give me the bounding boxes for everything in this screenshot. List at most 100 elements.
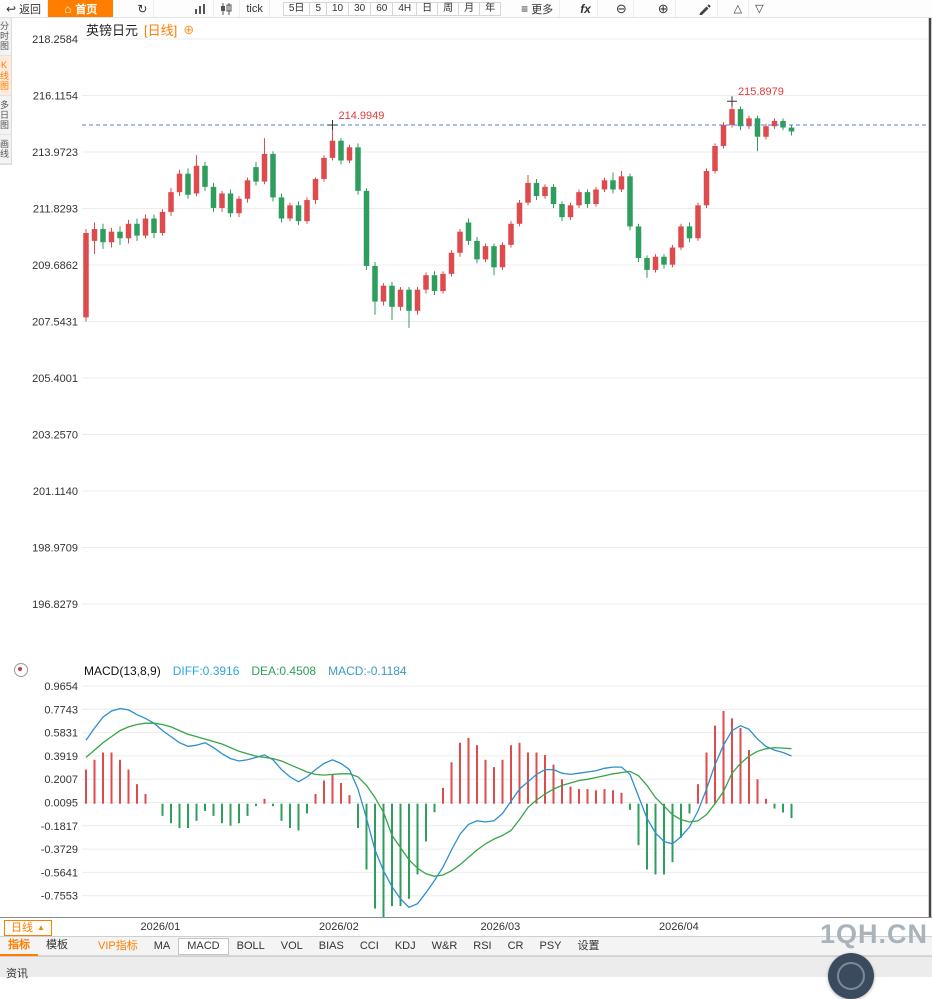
candle-body — [559, 204, 565, 218]
left-vtab-2[interactable]: 多日图 — [0, 96, 11, 135]
candle-body — [669, 247, 676, 265]
y-axis-label: 198.9709 — [32, 543, 78, 555]
indicator-tab-8[interactable]: W&R — [431, 939, 458, 952]
left-vtab-1[interactable]: K线图 — [0, 56, 11, 96]
candle-body — [525, 182, 531, 203]
candle-body — [550, 186, 557, 205]
period-button-3[interactable]: 30 — [348, 1, 372, 16]
indicator-tab-0[interactable]: VIP指标 — [98, 939, 138, 952]
back-button[interactable]: ↩ 返回 — [0, 0, 49, 17]
refresh-button[interactable]: ↻ — [131, 0, 155, 17]
candle-body — [576, 192, 582, 206]
left-vtab-0[interactable]: 分时图 — [0, 17, 11, 56]
macd-macd-value: MACD:-0.1184 — [328, 664, 407, 678]
candle-body — [363, 190, 370, 266]
candle-body — [185, 173, 191, 195]
candle-body — [516, 202, 523, 224]
left-vtab-3[interactable]: 画线 — [0, 135, 11, 164]
chart-canvas[interactable]: 218.2584 216.1154 213.9723 211.8293 209.6862… — [0, 0, 932, 977]
candle-body — [720, 124, 727, 146]
candle-body — [346, 147, 353, 161]
tab-left-0[interactable]: 指标 — [0, 937, 38, 956]
indicator-tab-3[interactable]: BOLL — [236, 939, 265, 952]
chart-title: 英镑日元 [日线] ⊕ — [86, 20, 194, 39]
candle-body — [219, 193, 225, 208]
candle-body — [678, 226, 684, 248]
period-selector[interactable]: 日线 ▲ — [4, 920, 52, 936]
bottom-tabbar: 指标 模板 VIP指标 MA MACD BOLL VOL BIAS CCI KDJ W&R RSI C… — [0, 937, 932, 956]
candle-body — [474, 240, 480, 260]
collapse-down-button[interactable]: ▽ — [749, 0, 769, 17]
home-button[interactable]: ⌂ 首页 — [48, 0, 114, 17]
zoom-in-button[interactable]: ⊕ — [652, 0, 676, 17]
kline-chart-button[interactable] — [214, 0, 241, 17]
candle-body — [695, 205, 701, 239]
period-button-8[interactable]: 月 — [458, 1, 481, 16]
indicator-tab-7[interactable]: KDJ — [394, 939, 416, 952]
macd-diff-line — [85, 707, 792, 909]
candle-body — [108, 231, 115, 243]
y-axis-label: 0.2007 — [44, 774, 78, 786]
candle-body — [448, 252, 455, 274]
candle-body — [389, 285, 395, 307]
candle-body — [729, 109, 735, 125]
indicator-tab-5[interactable]: BIAS — [318, 939, 344, 952]
period-tag: [日线] — [144, 23, 178, 38]
period-button-2[interactable]: 10 — [326, 1, 350, 16]
candle-body — [763, 126, 769, 137]
tick-button[interactable]: tick — [240, 0, 270, 17]
period-button-4[interactable]: 60 — [370, 1, 394, 16]
pen-icon — [699, 4, 711, 15]
more-label: 更多 — [531, 3, 554, 16]
candle-body — [593, 189, 599, 205]
annotation-price-label: 214.9949 — [339, 110, 385, 122]
indicator-tab-6[interactable]: CCI — [359, 939, 379, 952]
indicator-tabs-group: VIP指标 MA MACD BOLL VOL BIAS CCI KDJ W&R RSI CR PSY 设… — [90, 937, 608, 955]
status-news-label[interactable]: 资讯 — [6, 968, 28, 980]
candle-body — [397, 289, 404, 307]
indicator-tab-11[interactable]: PSY — [539, 939, 562, 952]
y-axis-label: 216.1154 — [33, 91, 78, 103]
candle-body — [431, 275, 438, 292]
candle-body — [372, 265, 378, 302]
timeline-chart-button[interactable] — [188, 0, 215, 17]
candle-body — [151, 218, 157, 234]
candle-body — [83, 233, 89, 318]
indicator-tab-2[interactable]: MACD — [178, 937, 229, 955]
indicator-tab-9[interactable]: RSI — [473, 939, 492, 952]
macd-header: MACD(13,8,9) DIFF:0.3916 DEA:0.4508 MACD… — [84, 664, 407, 678]
x-axis-label-2: 2026/03 — [480, 921, 521, 933]
candle-body — [355, 147, 361, 191]
draw-button[interactable] — [692, 0, 718, 17]
floating-action-button[interactable] — [828, 953, 874, 999]
period-button-0[interactable]: 5日 — [282, 1, 311, 16]
refresh-icon: ↻ — [137, 1, 148, 16]
formula-button[interactable]: fx — [574, 0, 598, 17]
x-axis-label-3: 2026/04 — [659, 921, 699, 933]
candle-body — [423, 275, 429, 290]
add-to-watchlist-icon[interactable]: ⊕ — [183, 22, 195, 37]
zoom-out-button[interactable]: ⊖ — [610, 0, 634, 17]
period-button-group: 5日 5 10 30 60 4H 日周月年 — [282, 0, 502, 17]
candle-body — [380, 285, 387, 302]
more-button[interactable]: ≡ 更多 — [515, 0, 561, 17]
triangle-down-icon: ▽ — [755, 3, 764, 15]
y-axis-label: 207.5431 — [32, 317, 78, 329]
period-button-9[interactable]: 年 — [479, 1, 502, 16]
period-button-6[interactable]: 日 — [416, 1, 439, 16]
collapse-up-button[interactable]: △ — [728, 0, 750, 17]
period-button-1[interactable]: 5 — [309, 1, 327, 16]
indicator-settings-icon[interactable] — [14, 663, 28, 677]
candle-body — [406, 289, 412, 311]
tab-left-1[interactable]: 模板 — [46, 938, 68, 951]
period-button-7[interactable]: 周 — [437, 1, 460, 16]
indicator-tab-10[interactable]: CR — [507, 939, 524, 952]
period-button-5[interactable]: 4H — [392, 1, 418, 16]
indicator-tab-4[interactable]: VOL — [280, 939, 303, 952]
indicator-tab-12[interactable]: 设置 — [577, 939, 600, 952]
candle-body — [91, 229, 98, 241]
indicator-tab-1[interactable]: MA — [153, 939, 171, 952]
candle-body — [236, 198, 242, 214]
candle-body — [312, 178, 319, 201]
y-axis-label: 0.7743 — [44, 704, 78, 716]
